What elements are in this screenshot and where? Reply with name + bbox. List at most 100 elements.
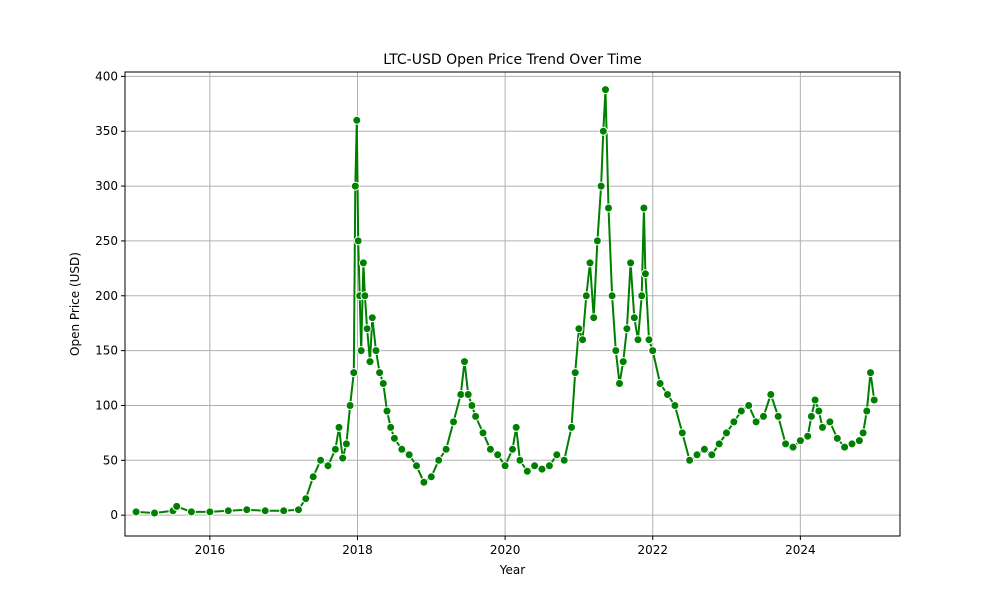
- data-point: [567, 422, 576, 432]
- data-point: [279, 506, 289, 516]
- data-point: [500, 461, 510, 471]
- data-point: [205, 507, 215, 517]
- data-point: [766, 390, 776, 399]
- data-point: [707, 450, 717, 460]
- data-point: [589, 313, 599, 323]
- data-point: [365, 357, 375, 367]
- data-point: [382, 406, 392, 416]
- y-tick-label: 150: [95, 344, 118, 358]
- grid: [125, 72, 900, 536]
- data-point: [570, 368, 580, 378]
- data-point: [223, 506, 233, 516]
- data-point: [441, 444, 451, 454]
- data-point: [463, 390, 473, 399]
- data-point: [736, 406, 746, 416]
- data-point: [301, 494, 311, 504]
- data-point: [478, 428, 488, 438]
- data-point: [773, 411, 783, 421]
- data-point: [330, 444, 340, 454]
- chart-title: LTC-USD Open Price Trend Over Time: [383, 52, 641, 68]
- data-point: [788, 442, 798, 452]
- data-point: [685, 455, 695, 465]
- data-point: [316, 455, 326, 465]
- data-point: [759, 411, 768, 421]
- data-point: [467, 401, 477, 410]
- x-tick-label: 2018: [342, 543, 373, 557]
- data-point: [574, 324, 584, 334]
- data-point: [544, 461, 554, 471]
- data-point: [150, 508, 159, 518]
- data-point: [692, 450, 702, 460]
- data-point: [294, 505, 303, 515]
- data-point: [585, 258, 595, 268]
- data-point: [552, 450, 562, 460]
- data-point: [648, 346, 658, 356]
- data-point: [186, 507, 196, 517]
- data-point: [172, 501, 182, 511]
- data-point: [362, 324, 372, 334]
- data-point: [356, 346, 366, 356]
- data-point: [456, 390, 466, 399]
- data-point: [818, 422, 827, 432]
- x-axis-title: Year: [499, 563, 525, 577]
- data-point: [434, 455, 444, 465]
- data-point: [511, 422, 521, 432]
- data-point: [559, 455, 569, 465]
- data-point: [637, 291, 647, 301]
- data-point: [840, 442, 850, 452]
- data-point: [350, 181, 360, 191]
- data-point: [744, 401, 754, 410]
- data-point: [847, 439, 857, 449]
- data-point: [358, 258, 368, 268]
- data-point: [832, 433, 842, 443]
- data-point: [371, 346, 381, 356]
- data-point: [449, 417, 458, 427]
- data-point: [869, 395, 879, 405]
- data-point: [626, 258, 636, 268]
- data-point: [629, 313, 639, 323]
- data-point: [412, 461, 421, 471]
- x-tick-label: 2022: [637, 543, 668, 557]
- data-point: [260, 506, 270, 516]
- y-tick-label: 0: [110, 508, 118, 522]
- data-point: [522, 466, 532, 476]
- data-point: [345, 401, 355, 410]
- data-point: [515, 455, 525, 465]
- y-tick-label: 300: [95, 179, 118, 193]
- y-tick-label: 400: [95, 69, 118, 83]
- data-point: [426, 472, 436, 482]
- data-point: [485, 444, 495, 454]
- data-point: [729, 417, 739, 427]
- plot-area: [125, 72, 900, 536]
- data-point: [581, 291, 591, 301]
- data-point: [604, 203, 613, 213]
- y-tick-label: 350: [95, 124, 118, 138]
- y-tick-label: 100: [95, 398, 118, 412]
- data-point: [607, 291, 617, 301]
- data-point: [858, 428, 868, 438]
- data-point: [242, 505, 252, 515]
- data-point: [670, 401, 680, 410]
- y-tick-label: 50: [103, 453, 118, 467]
- data-point: [615, 379, 624, 388]
- data-point: [633, 335, 643, 345]
- data-point: [639, 203, 649, 213]
- data-point: [341, 439, 351, 449]
- data-point: [810, 395, 820, 405]
- data-point: [375, 368, 385, 378]
- data-point: [386, 422, 396, 432]
- data-point: [806, 411, 816, 421]
- axis-ticks: 2016 2018 2020 2022 2024 0 50 100 150 200 250 300 35…: [95, 69, 816, 557]
- data-point: [618, 357, 628, 367]
- data-point: [460, 357, 469, 367]
- x-tick-label: 2020: [490, 543, 521, 557]
- data-point: [537, 464, 547, 474]
- data-point: [404, 450, 414, 460]
- data-point: [397, 444, 407, 454]
- data-point: [722, 428, 731, 438]
- data-point: [389, 433, 399, 443]
- y-tick-label: 250: [95, 234, 118, 248]
- data-point: [601, 85, 610, 95]
- data-point: [803, 431, 813, 441]
